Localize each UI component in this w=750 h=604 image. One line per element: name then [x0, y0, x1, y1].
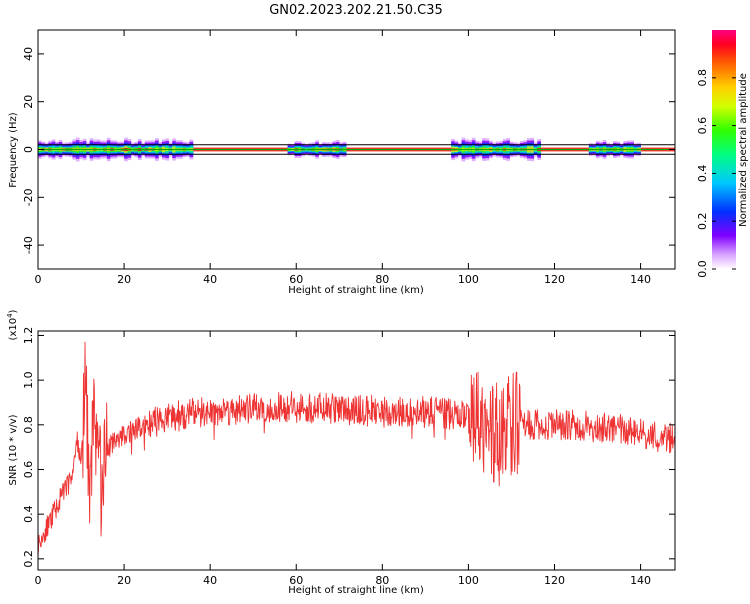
snr-multiplier-exp: 4: [6, 313, 14, 318]
snr-x-axis: 0 20 40 60 80 100 120 140: [35, 331, 651, 587]
x-tick-label: 80: [375, 273, 389, 286]
snr-panel: 0 20 40 60 80 100 120 140 0.2 0.4 0.6 0.8 1.0 1.2 He…: [6, 309, 676, 596]
y-tick-label: -40: [22, 236, 35, 254]
figure-title: GN02.2023.202.21.50.C35: [269, 3, 443, 18]
x-tick-label: 100: [458, 574, 479, 587]
spectrogram-xlabel: Height of straight line (km): [288, 285, 424, 296]
snr-multiplier-open: (x10: [8, 318, 19, 341]
y-tick-label: 0.2: [22, 550, 35, 568]
colorbar-tick-label: 0.2: [696, 212, 709, 230]
colorbar-gradient: [712, 30, 736, 269]
x-tick-label: 60: [289, 574, 303, 587]
snr-series-line: [38, 341, 675, 557]
x-tick-label: 80: [375, 574, 389, 587]
snr-y-axis: 0.2 0.4 0.6 0.8 1.0 1.2: [22, 327, 675, 568]
colorbar-label: Normalized spectral amplitude: [738, 73, 749, 227]
spectrogram-y-axis: 40 20 0 -20 -40: [22, 47, 675, 254]
x-tick-label: 20: [117, 574, 131, 587]
x-tick-label: 0: [35, 574, 42, 587]
x-tick-label: 20: [117, 273, 131, 286]
spectrogram-panel: 0 20 40 60 80 100 120 140 40 20 0 -20 -40 Height of…: [8, 29, 676, 296]
x-tick-label: 100: [458, 273, 479, 286]
y-tick-label: 0.8: [22, 416, 35, 434]
snr-frame: [37, 330, 676, 571]
snr-plot-area: [38, 331, 675, 570]
x-tick-label: 120: [544, 273, 565, 286]
y-tick-label: 1.0: [22, 371, 35, 389]
x-tick-label: 0: [35, 273, 42, 286]
snr-multiplier-close: ): [8, 309, 19, 313]
colorbar: 0.0 0.2 0.4 0.6 0.8 Normalized spectral ampl…: [696, 30, 749, 278]
snr-multiplier: (x104): [6, 309, 19, 340]
snr-xlabel: Height of straight line (km): [288, 585, 424, 596]
colorbar-tick-label: 0.8: [696, 69, 709, 87]
colorbar-tick-label: 0.6: [696, 117, 709, 135]
y-tick-label: -20: [22, 188, 35, 206]
y-tick-label: 20: [22, 95, 35, 109]
spectrogram-x-axis: 0 20 40 60 80 100 120 140: [35, 30, 651, 286]
x-tick-label: 40: [203, 273, 217, 286]
x-tick-label: 120: [544, 574, 565, 587]
colorbar-tick-label: 0.4: [696, 165, 709, 183]
colorbar-tick-label: 0.0: [696, 260, 709, 278]
x-tick-label: 40: [203, 574, 217, 587]
x-tick-label: 140: [630, 574, 651, 587]
colorbar-ticks: 0.0 0.2 0.4 0.6 0.8: [696, 69, 736, 278]
y-tick-label: 0.6: [22, 461, 35, 479]
x-tick-label: 140: [630, 273, 651, 286]
reference-lines: [38, 144, 675, 155]
y-tick-label: 0.4: [22, 505, 35, 523]
snr-ylabel: SNR (10 * v/v): [8, 414, 19, 485]
y-tick-label: 40: [22, 47, 35, 61]
y-tick-label: 1.2: [22, 327, 35, 345]
spectrogram-ylabel: Frequency (Hz): [8, 112, 19, 188]
y-tick-label: 0: [22, 146, 35, 153]
x-tick-label: 60: [289, 273, 303, 286]
